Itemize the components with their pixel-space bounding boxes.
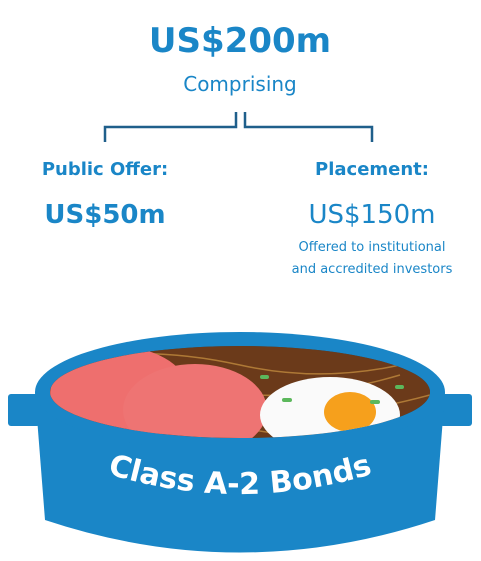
pot-illustration: Class A-2 Bonds [8,332,472,553]
placement-amount: US$150m [308,200,435,230]
public-offer-label: Public Offer: [42,159,168,180]
placement-note: Offered to institutional [299,240,446,255]
total-caption: Comprising [183,72,297,96]
placement-note: and accredited investors [292,262,453,277]
placement-label: Placement: [315,159,429,180]
public-offer-amount: US$50m [44,200,165,230]
total-amount: US$200m [149,21,331,61]
bracket [103,112,374,142]
